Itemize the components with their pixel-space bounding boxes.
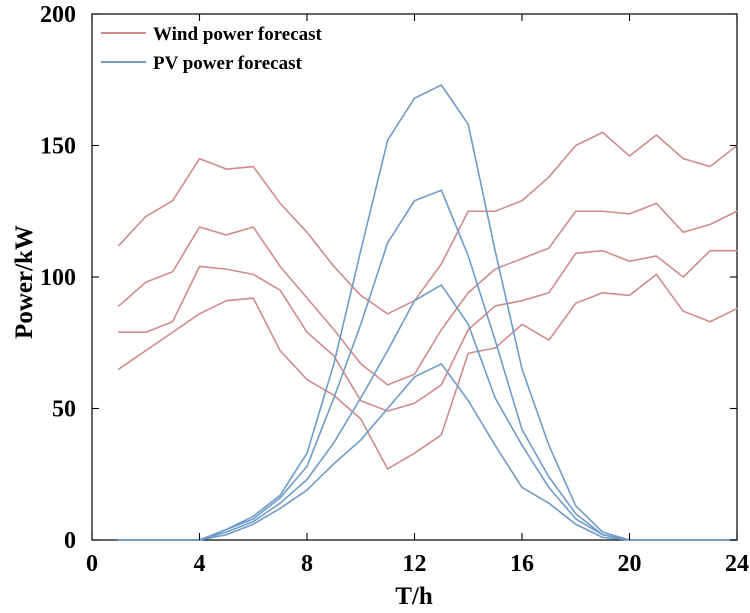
y-axis-title: Power/kW bbox=[11, 225, 38, 339]
plot-frame bbox=[91, 13, 738, 541]
plot-area bbox=[91, 13, 738, 541]
y-tick-label: 150 bbox=[40, 134, 76, 160]
pv-series-line bbox=[118, 84, 738, 541]
wind-series-line bbox=[118, 202, 738, 386]
legend: Wind power forecast PV power forecast bbox=[101, 24, 323, 74]
x-tick-label: 20 bbox=[618, 551, 642, 577]
wind-series-line bbox=[118, 249, 738, 412]
pv-series-line bbox=[118, 284, 738, 541]
y-tick-label: 0 bbox=[64, 528, 76, 554]
legend-label: PV power forecast bbox=[153, 53, 302, 74]
wind-series-line bbox=[118, 131, 738, 315]
y-axis: 0 50 100 150 200 bbox=[40, 2, 737, 554]
y-tick-label: 200 bbox=[40, 2, 76, 28]
x-tick-label: 16 bbox=[510, 551, 534, 577]
x-tick-label: 8 bbox=[301, 551, 313, 577]
pv-series-line bbox=[118, 362, 738, 541]
x-tick-label: 24 bbox=[725, 551, 749, 577]
x-tick-label: 12 bbox=[403, 551, 427, 577]
wind-series-line bbox=[118, 273, 738, 470]
x-tick-label: 0 bbox=[86, 551, 98, 577]
series-layer bbox=[118, 84, 738, 541]
pv-series-line bbox=[118, 189, 738, 541]
y-tick-label: 50 bbox=[52, 397, 76, 423]
x-axis: 0 4 8 12 16 20 24 bbox=[86, 14, 749, 577]
y-tick-label: 100 bbox=[40, 265, 76, 291]
legend-label: Wind power forecast bbox=[153, 24, 323, 45]
x-tick-label: 4 bbox=[194, 551, 206, 577]
x-axis-title: T/h bbox=[395, 583, 433, 610]
